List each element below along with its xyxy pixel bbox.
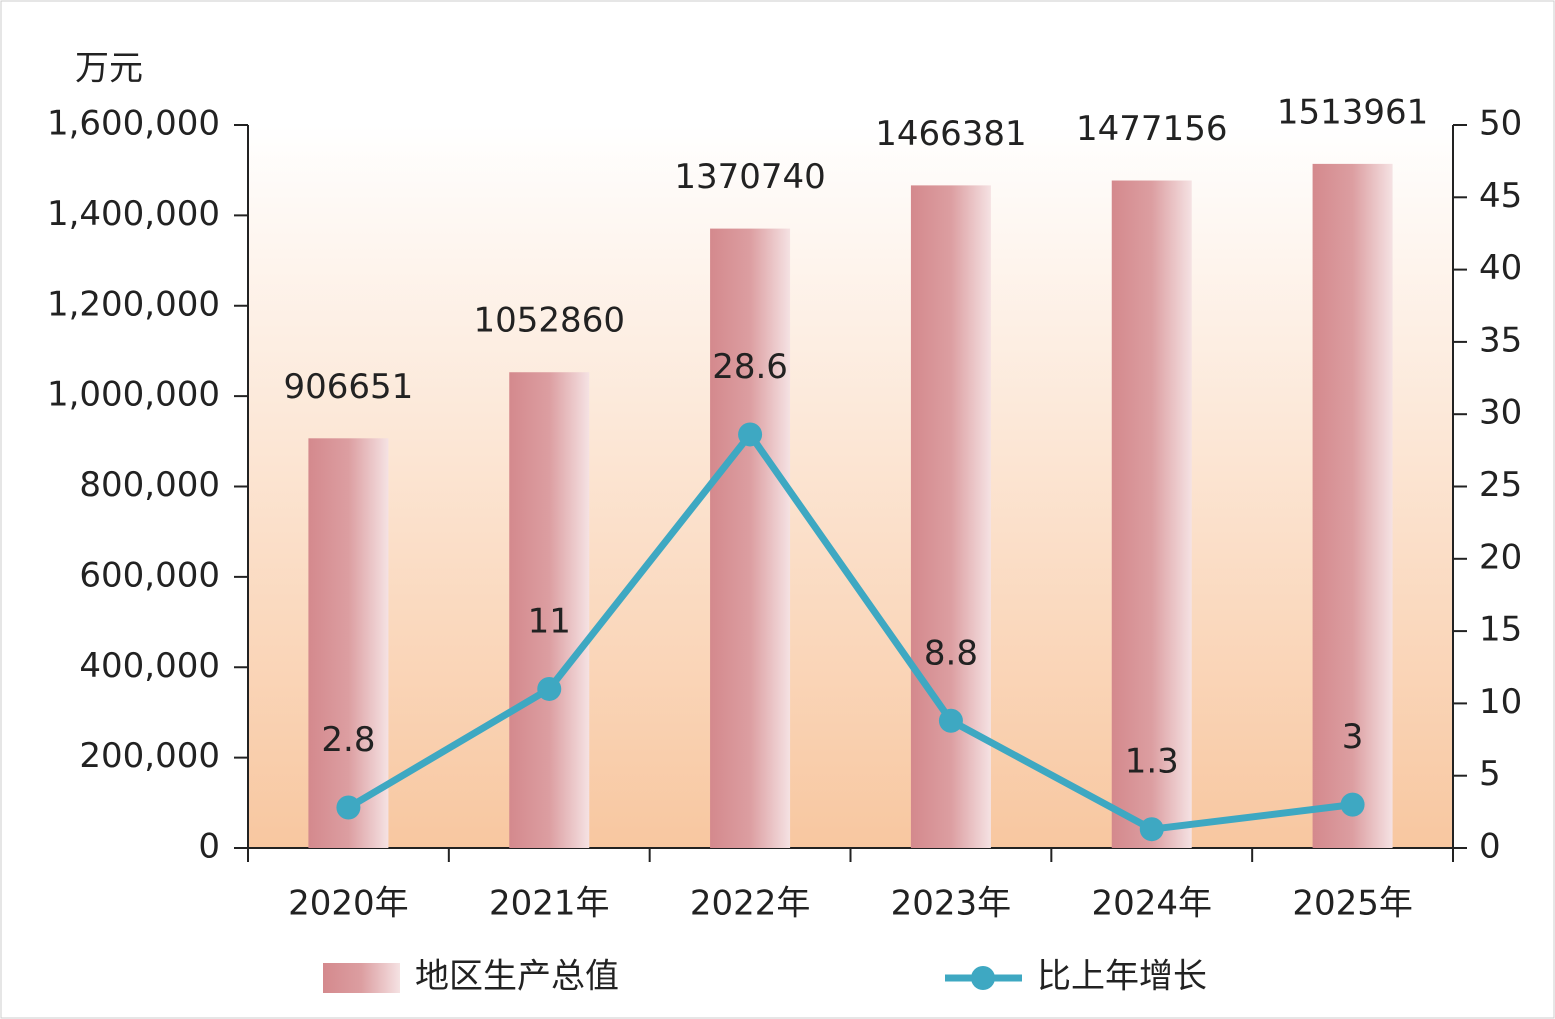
line-marker <box>938 708 963 733</box>
bar-value-label: 906651 <box>284 367 414 407</box>
y2-tick-label: 15 <box>1479 610 1522 650</box>
bar <box>1111 180 1192 848</box>
line-value-label: 2.8 <box>321 720 375 760</box>
line-marker <box>1340 792 1365 817</box>
bar-value-label: 1052860 <box>474 301 625 341</box>
line-marker <box>1139 817 1164 842</box>
plot-background <box>248 125 1453 848</box>
y-tick-label: 1,200,000 <box>47 284 220 324</box>
y2-tick-label: 20 <box>1479 537 1522 577</box>
y-tick-label: 1,000,000 <box>47 375 220 415</box>
bar-value-label: 1513961 <box>1277 92 1428 132</box>
bar <box>910 185 991 848</box>
bar <box>308 438 389 848</box>
line-value-label: 28.6 <box>712 347 788 387</box>
y2-tick-label: 25 <box>1479 465 1522 505</box>
x-tick-label: 2022年 <box>690 884 811 924</box>
y-tick-label: 0 <box>198 827 220 867</box>
bar-value-label: 1477156 <box>1076 109 1227 149</box>
line-marker <box>537 676 562 701</box>
bar <box>509 372 590 848</box>
y-unit: 万元 <box>75 49 143 89</box>
bar-value-label: 1466381 <box>875 114 1026 154</box>
y-tick-label: 800,000 <box>79 465 220 505</box>
x-tick-label: 2024年 <box>1091 884 1212 924</box>
y2-tick-label: 35 <box>1479 320 1522 360</box>
line-value-label: 3 <box>1342 717 1364 757</box>
legend-swatch <box>323 963 400 993</box>
line-marker <box>738 422 763 447</box>
legend-label: 比上年增长 <box>1037 957 1207 997</box>
y-tick-label: 1,600,000 <box>47 104 220 144</box>
legend-label: 地区生产总值 <box>415 957 619 997</box>
y2-tick-label: 40 <box>1479 248 1522 288</box>
y2-tick-label: 45 <box>1479 176 1522 216</box>
line <box>346 430 1354 833</box>
y2-tick-label: 5 <box>1479 754 1501 794</box>
y2-tick-label: 30 <box>1479 393 1522 433</box>
line-value-label: 1.3 <box>1125 742 1179 782</box>
y-tick-label: 400,000 <box>79 646 220 686</box>
y-tick-label: 1,400,000 <box>47 194 220 234</box>
bar-value-label: 1370740 <box>674 157 825 197</box>
bar <box>710 228 791 848</box>
line-marker <box>336 795 361 820</box>
legend-marker <box>971 966 995 990</box>
y-tick-label: 600,000 <box>79 555 220 595</box>
y2-tick-label: 50 <box>1479 104 1522 144</box>
x-tick-label: 2020年 <box>288 884 409 924</box>
y2-tick-label: 10 <box>1479 682 1522 722</box>
y2-tick-label: 0 <box>1479 827 1501 867</box>
x-tick-label: 2021年 <box>489 884 610 924</box>
bar <box>1312 163 1393 848</box>
y-tick-label: 200,000 <box>79 736 220 776</box>
x-tick-label: 2025年 <box>1292 884 1413 924</box>
line-value-label: 8.8 <box>924 633 978 673</box>
x-tick-label: 2023年 <box>891 884 1012 924</box>
line-value-label: 11 <box>528 601 571 641</box>
